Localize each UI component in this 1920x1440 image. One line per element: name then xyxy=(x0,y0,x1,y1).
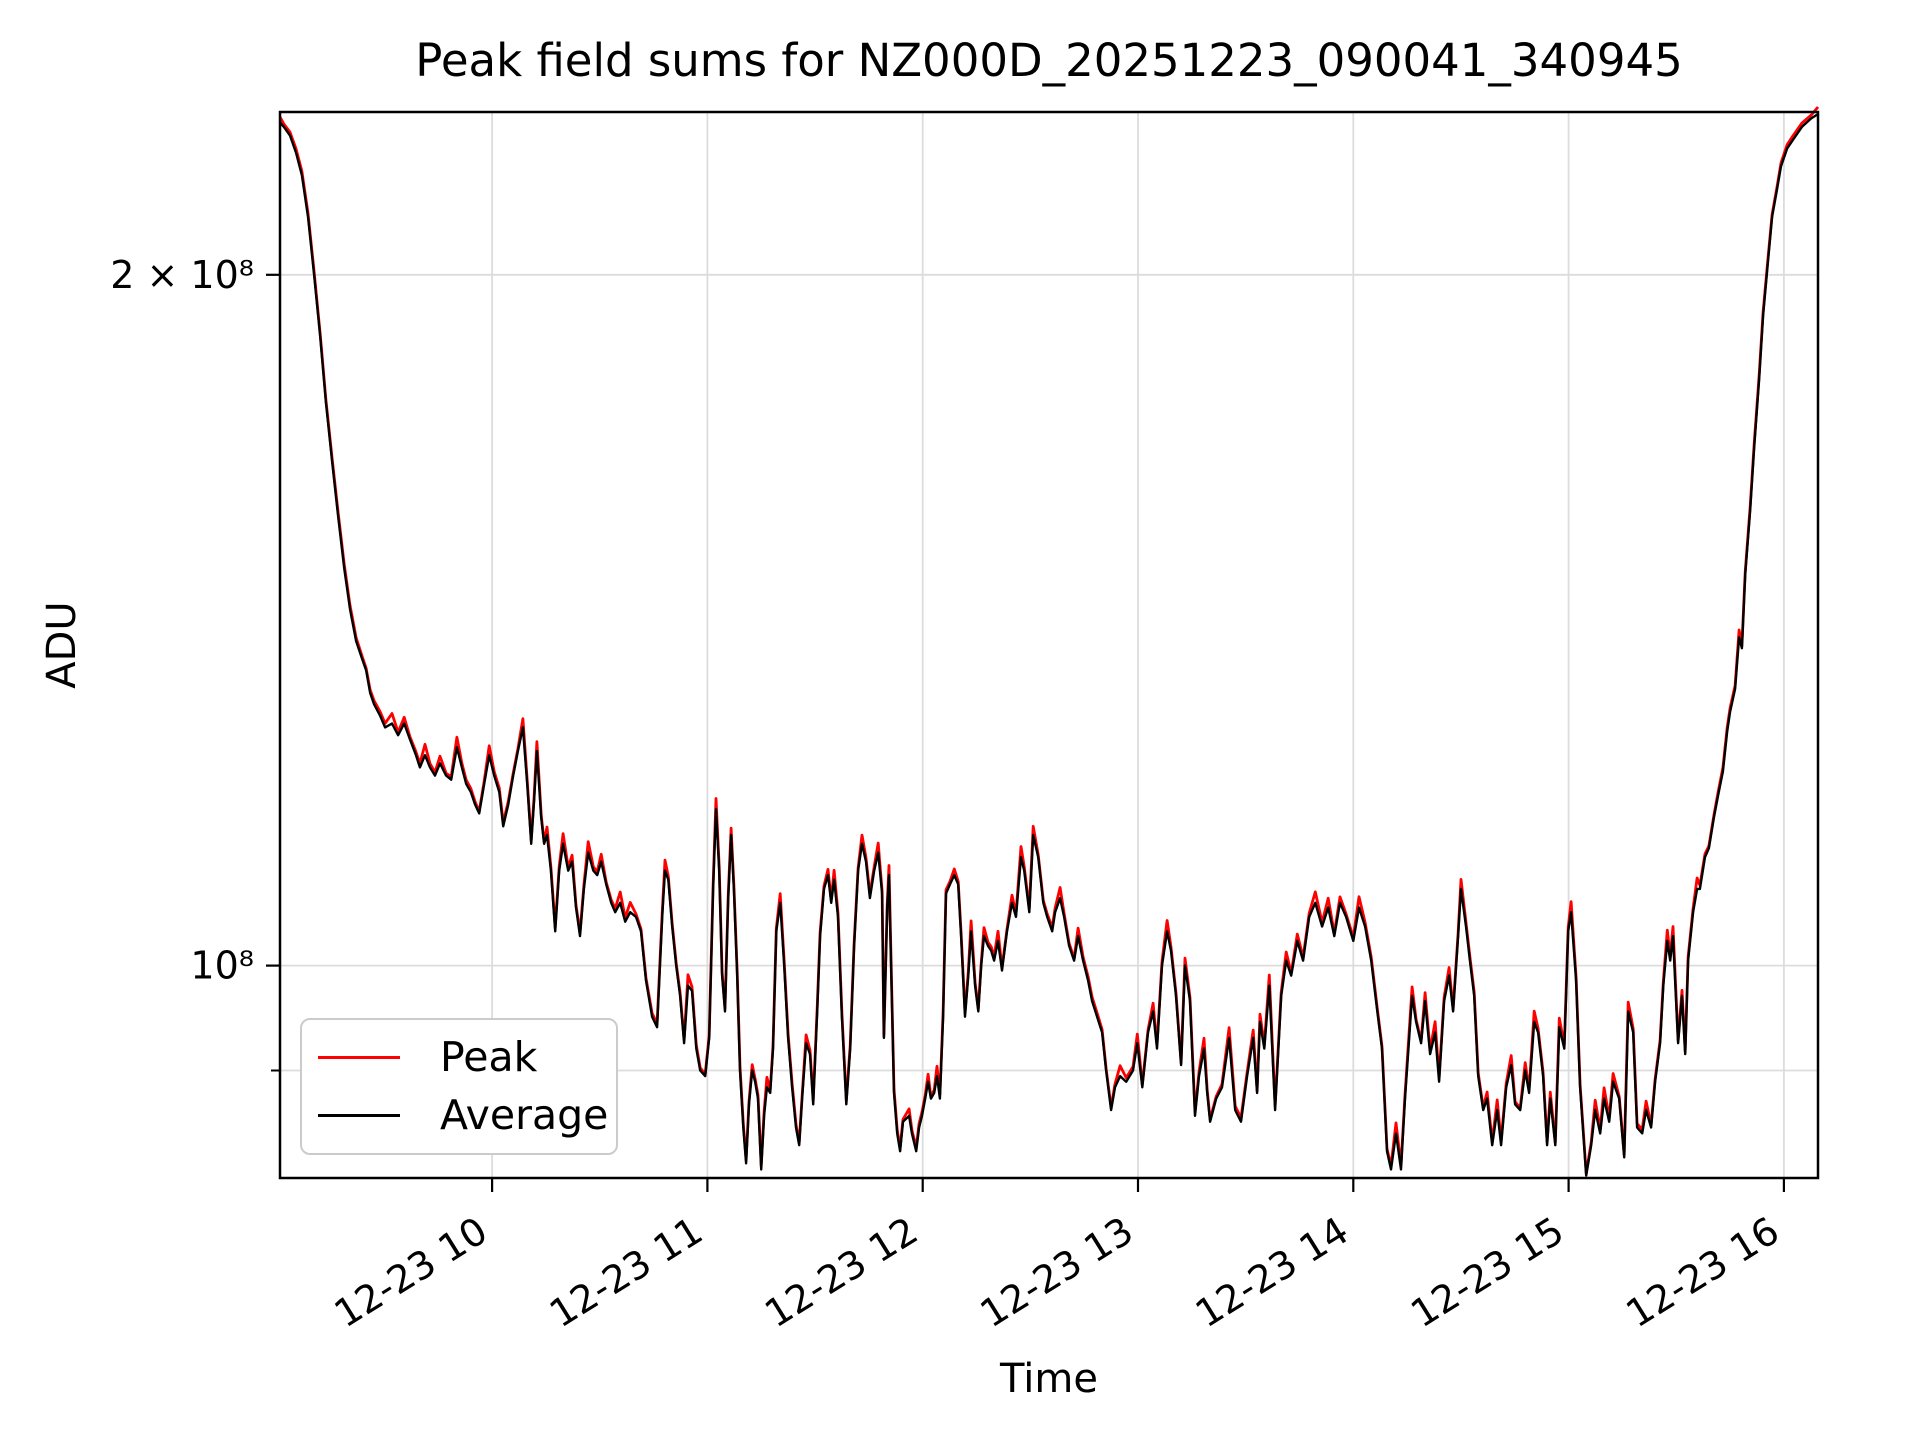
average-series-line xyxy=(279,113,1819,1177)
legend-label-average: Average xyxy=(440,1091,609,1139)
y-tick-label: 10⁸ xyxy=(190,944,254,988)
x-axis-label: Time xyxy=(1000,1356,1098,1402)
x-tick-label: 12-23 13 xyxy=(973,1208,1141,1336)
chart-title: Peak field sums for NZ000D_20251223_0900… xyxy=(415,34,1683,87)
x-tick-label: 12-23 16 xyxy=(1618,1208,1786,1336)
x-tick-label: 12-23 14 xyxy=(1188,1208,1356,1336)
y-axis-label: ADU xyxy=(39,601,85,689)
axes-frame xyxy=(278,110,1820,1180)
legend-label-peak: Peak xyxy=(440,1033,538,1081)
y-tick-label: 2 × 10⁸ xyxy=(110,253,254,297)
peak-line-swatch xyxy=(318,1056,400,1059)
legend-entry-peak: Peak xyxy=(302,1037,616,1078)
legend-box: Peak Average xyxy=(300,1018,618,1155)
peak-series-line xyxy=(278,106,1820,1175)
x-tick-label: 12-23 11 xyxy=(542,1208,710,1336)
x-tick-label: 12-23 15 xyxy=(1403,1208,1571,1336)
legend-entry-average: Average xyxy=(302,1095,616,1136)
average-line-swatch xyxy=(318,1114,400,1117)
x-tick-label: 12-23 12 xyxy=(757,1208,925,1336)
x-tick-label: 12-23 10 xyxy=(327,1208,495,1336)
